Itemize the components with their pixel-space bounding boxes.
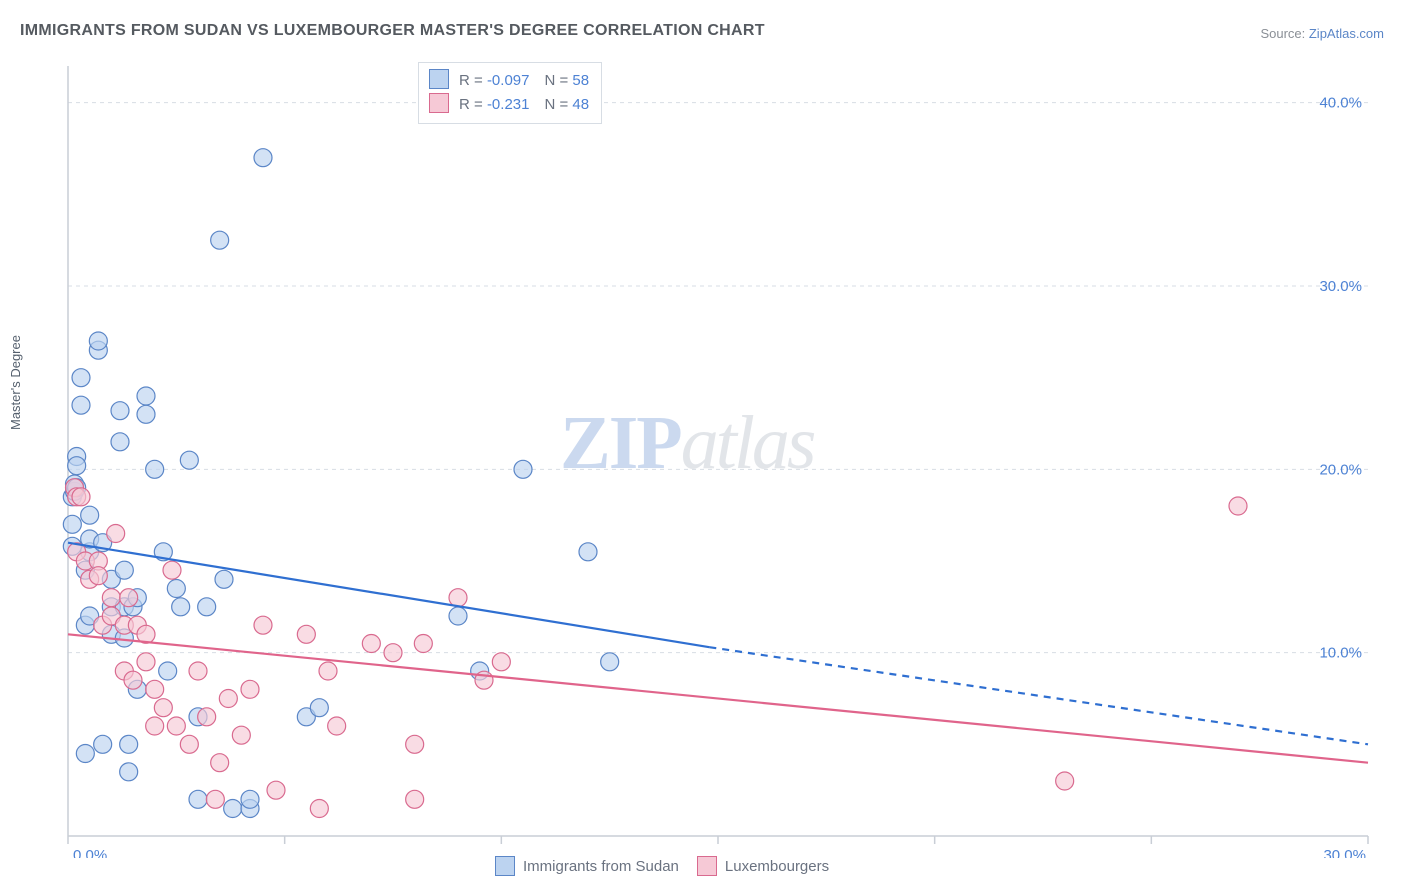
- data-point: [206, 790, 224, 808]
- data-point: [72, 488, 90, 506]
- data-point: [449, 607, 467, 625]
- data-point: [1056, 772, 1074, 790]
- y-tick-label: 10.0%: [1319, 645, 1362, 662]
- data-point: [72, 396, 90, 414]
- data-point: [219, 690, 237, 708]
- series-legend: Immigrants from Sudan Luxembourgers: [495, 856, 829, 876]
- legend-swatch: [429, 69, 449, 89]
- data-point: [1229, 497, 1247, 515]
- source-prefix: Source:: [1260, 26, 1308, 41]
- data-point: [163, 561, 181, 579]
- data-point: [211, 754, 229, 772]
- data-point: [215, 570, 233, 588]
- x-tick-label: 30.0%: [1323, 847, 1366, 858]
- y-tick-label: 20.0%: [1319, 461, 1362, 478]
- source-link[interactable]: ZipAtlas.com: [1309, 26, 1384, 41]
- data-point: [120, 763, 138, 781]
- data-point: [111, 402, 129, 420]
- data-point: [167, 580, 185, 598]
- data-point: [254, 616, 272, 634]
- corr-legend-row: R = -0.097 N = 58: [429, 69, 589, 93]
- data-point: [579, 543, 597, 561]
- data-point: [72, 369, 90, 387]
- data-point: [146, 680, 164, 698]
- source-label: Source: ZipAtlas.com: [1260, 26, 1384, 41]
- trend-line: [68, 543, 709, 648]
- chart-title: IMMIGRANTS FROM SUDAN VS LUXEMBOURGER MA…: [20, 22, 765, 40]
- data-point: [124, 671, 142, 689]
- data-point: [102, 589, 120, 607]
- series-legend-label: Luxembourgers: [725, 858, 829, 875]
- data-point: [189, 790, 207, 808]
- data-point: [137, 387, 155, 405]
- data-point: [159, 662, 177, 680]
- data-point: [76, 745, 94, 763]
- data-point: [267, 781, 285, 799]
- trend-line: [68, 634, 1368, 762]
- data-point: [211, 231, 229, 249]
- data-point: [120, 735, 138, 753]
- y-tick-label: 30.0%: [1319, 278, 1362, 295]
- data-point: [384, 644, 402, 662]
- data-point: [319, 662, 337, 680]
- data-point: [492, 653, 510, 671]
- corr-legend-text: R = -0.097 N = 58: [459, 72, 589, 89]
- data-point: [254, 149, 272, 167]
- legend-swatch: [429, 93, 449, 113]
- data-point: [68, 457, 86, 475]
- data-point: [137, 405, 155, 423]
- data-point: [63, 515, 81, 533]
- data-point: [198, 598, 216, 616]
- scatter-chart: 10.0% 20.0% 30.0% 40.0% 0.0% 30.0%: [48, 58, 1388, 858]
- data-point: [89, 332, 107, 350]
- data-point: [406, 735, 424, 753]
- data-point: [107, 525, 125, 543]
- data-point: [154, 699, 172, 717]
- data-point: [310, 800, 328, 818]
- data-point: [81, 506, 99, 524]
- data-point: [167, 717, 185, 735]
- data-point: [115, 561, 133, 579]
- y-tick-label: 40.0%: [1319, 95, 1362, 112]
- data-point: [601, 653, 619, 671]
- data-point: [241, 790, 259, 808]
- series-legend-label: Immigrants from Sudan: [523, 858, 679, 875]
- data-point: [89, 567, 107, 585]
- data-point: [449, 589, 467, 607]
- corr-legend-text: R = -0.231 N = 48: [459, 96, 589, 113]
- data-point: [180, 735, 198, 753]
- corr-legend-row: R = -0.231 N = 48: [429, 93, 589, 117]
- y-axis-label: Master's Degree: [8, 335, 23, 430]
- legend-swatch: [495, 856, 515, 876]
- data-point: [172, 598, 190, 616]
- x-tick-label: 0.0%: [73, 847, 107, 858]
- data-point: [297, 625, 315, 643]
- data-point: [232, 726, 250, 744]
- data-point: [189, 662, 207, 680]
- data-point: [310, 699, 328, 717]
- data-point: [514, 460, 532, 478]
- data-point: [111, 433, 129, 451]
- data-point: [94, 735, 112, 753]
- data-point: [328, 717, 346, 735]
- data-point: [406, 790, 424, 808]
- data-point: [146, 717, 164, 735]
- data-point: [180, 451, 198, 469]
- data-point: [120, 589, 138, 607]
- data-point: [362, 635, 380, 653]
- data-point: [146, 460, 164, 478]
- legend-swatch: [697, 856, 717, 876]
- chart-area: 10.0% 20.0% 30.0% 40.0% 0.0% 30.0%: [48, 58, 1388, 858]
- data-point: [224, 800, 242, 818]
- data-point: [241, 680, 259, 698]
- data-point: [198, 708, 216, 726]
- correlation-legend: R = -0.097 N = 58 R = -0.231 N = 48: [418, 62, 602, 124]
- data-point: [137, 653, 155, 671]
- data-point: [414, 635, 432, 653]
